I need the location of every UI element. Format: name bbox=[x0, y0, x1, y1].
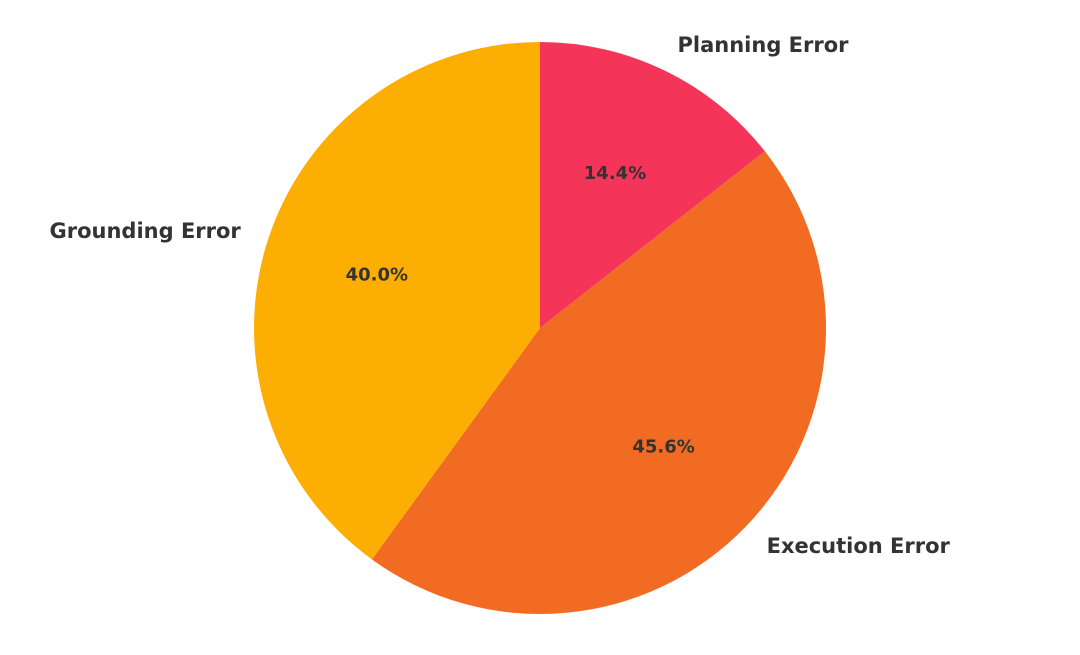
pie-category-label: Execution Error bbox=[767, 534, 951, 558]
pie-labels: 14.4% Planning Error 45.6% Execution Error 4… bbox=[50, 33, 951, 558]
pie-percent-label: 45.6% bbox=[632, 437, 694, 458]
pie-slice-grounding-error bbox=[254, 41, 540, 560]
pie-percent-label: 14.4% bbox=[584, 163, 646, 184]
pie-percent-label: 40.0% bbox=[346, 264, 408, 285]
pie-category-label: Grounding Error bbox=[50, 219, 242, 243]
pie-slice-execution-error bbox=[371, 151, 827, 614]
pie-slice-planning-error bbox=[540, 42, 765, 328]
pie-category-label: Planning Error bbox=[678, 33, 850, 57]
pie-slices bbox=[254, 41, 827, 614]
